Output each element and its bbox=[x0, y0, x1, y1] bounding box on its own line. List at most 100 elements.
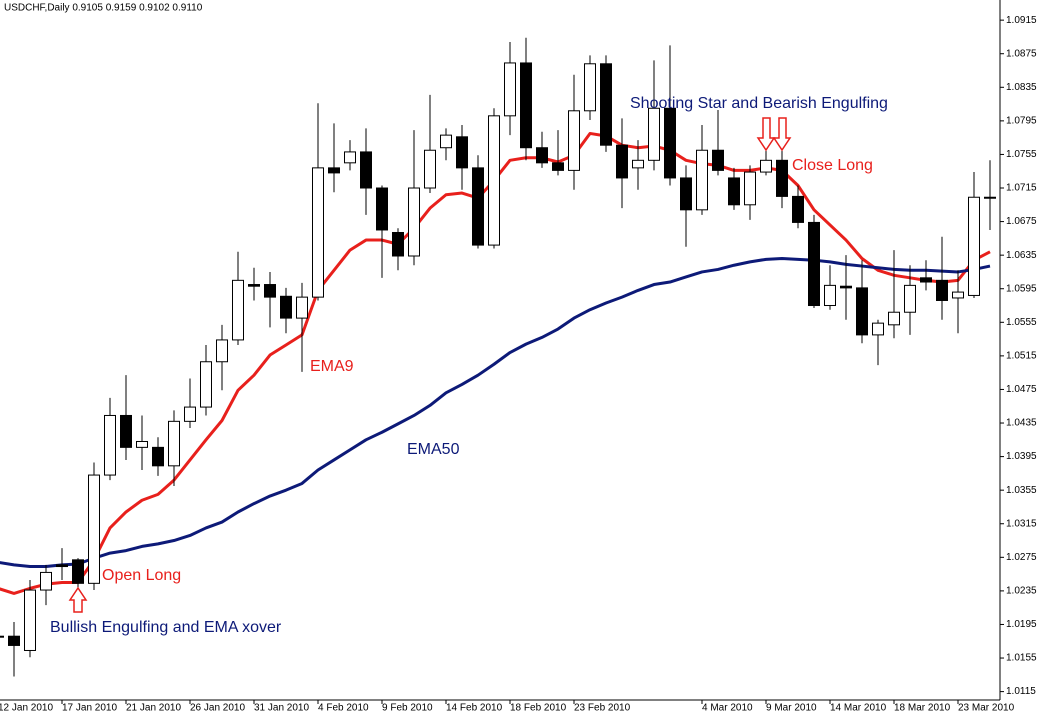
y-tick-label: 1.0235 bbox=[1006, 586, 1037, 597]
candle-body bbox=[184, 406, 196, 422]
candle-body bbox=[0, 635, 4, 638]
x-tick-label: 4 Feb 2010 bbox=[318, 703, 369, 714]
x-tick-label: 4 Mar 2010 bbox=[702, 703, 753, 714]
candle-body bbox=[904, 284, 916, 313]
y-tick-label: 1.0515 bbox=[1006, 351, 1037, 362]
x-tick-label: 23 Mar 2010 bbox=[958, 703, 1015, 714]
candle-body bbox=[72, 559, 84, 584]
candle-body bbox=[680, 177, 692, 211]
candle-body bbox=[632, 159, 644, 169]
candle-body bbox=[408, 187, 420, 257]
y-tick-label: 1.0435 bbox=[1006, 418, 1037, 429]
y-tick-label: 1.0715 bbox=[1006, 183, 1037, 194]
chart-title: USDCHF,Daily 0.9105 0.9159 0.9102 0.9110 bbox=[4, 3, 203, 14]
candle-body bbox=[136, 440, 148, 448]
annotation: Bullish Engulfing and EMA xover bbox=[50, 619, 282, 636]
candle-body bbox=[520, 62, 532, 149]
candle-body bbox=[536, 147, 548, 164]
candle-body bbox=[856, 287, 868, 336]
candle-body bbox=[376, 187, 388, 231]
y-tick-label: 1.0595 bbox=[1006, 283, 1037, 294]
line-label: EMA9 bbox=[310, 358, 354, 375]
y-tick-label: 1.0475 bbox=[1006, 384, 1037, 395]
annotation: Shooting Star and Bearish Engulfing bbox=[630, 95, 888, 112]
candle-body bbox=[840, 285, 852, 289]
y-tick-label: 1.0115 bbox=[1006, 686, 1036, 697]
candle-body bbox=[104, 414, 116, 476]
open-arrow bbox=[68, 586, 88, 613]
x-tick-label: 12 Jan 2010 bbox=[0, 703, 53, 714]
candle-body bbox=[888, 311, 900, 326]
candle-body bbox=[568, 110, 580, 171]
candle-body bbox=[424, 149, 436, 189]
candle-body bbox=[8, 635, 20, 646]
x-tick-label: 17 Jan 2010 bbox=[62, 703, 117, 714]
candle-body bbox=[744, 171, 756, 206]
annotation: Close Long bbox=[792, 157, 873, 174]
candle-body bbox=[264, 284, 276, 298]
candle-body bbox=[648, 107, 660, 161]
close-arrow bbox=[772, 117, 792, 152]
x-tick-label: 14 Feb 2010 bbox=[446, 703, 503, 714]
candle-body bbox=[280, 295, 292, 319]
candle-body bbox=[360, 151, 372, 189]
candle-body bbox=[152, 446, 164, 467]
y-tick-label: 1.0635 bbox=[1006, 250, 1037, 261]
y-tick-label: 1.0675 bbox=[1006, 216, 1037, 227]
candle-body bbox=[232, 279, 244, 341]
annotation: Open Long bbox=[102, 567, 181, 584]
candle-body bbox=[920, 277, 932, 283]
candle-body bbox=[440, 134, 452, 149]
candle-body bbox=[728, 177, 740, 206]
candle-body bbox=[584, 63, 596, 112]
candle-body bbox=[296, 296, 308, 319]
candle-body bbox=[808, 221, 820, 307]
y-tick-label: 1.0875 bbox=[1006, 48, 1037, 59]
candle-body bbox=[88, 474, 100, 584]
y-tick-label: 1.0355 bbox=[1006, 485, 1037, 496]
x-tick-label: 31 Jan 2010 bbox=[254, 703, 309, 714]
candle-body bbox=[216, 339, 228, 363]
candle-body bbox=[248, 284, 260, 287]
x-tick-label: 9 Mar 2010 bbox=[766, 703, 817, 714]
candle-body bbox=[24, 589, 36, 651]
y-tick-label: 1.0795 bbox=[1006, 116, 1037, 127]
x-tick-label: 14 Mar 2010 bbox=[830, 703, 887, 714]
candle-body bbox=[328, 167, 340, 174]
y-tick-label: 1.0195 bbox=[1006, 619, 1037, 630]
candle-body bbox=[168, 420, 180, 467]
candle-body bbox=[984, 196, 996, 199]
candle-body bbox=[824, 284, 836, 307]
candle-body bbox=[776, 159, 788, 197]
ema-line bbox=[0, 257, 991, 569]
candle-body bbox=[312, 167, 324, 298]
candle-body bbox=[456, 136, 468, 169]
candle-body bbox=[792, 195, 804, 223]
candle-body bbox=[936, 279, 948, 301]
x-tick-label: 18 Feb 2010 bbox=[510, 703, 567, 714]
candle-body bbox=[488, 115, 500, 246]
x-tick-label: 9 Feb 2010 bbox=[382, 703, 433, 714]
candle-body bbox=[344, 151, 356, 164]
y-tick-label: 1.0275 bbox=[1006, 552, 1037, 563]
y-tick-label: 1.0155 bbox=[1006, 653, 1037, 664]
x-tick-label: 21 Jan 2010 bbox=[126, 703, 181, 714]
candle-body bbox=[968, 196, 980, 296]
y-tick-label: 1.0315 bbox=[1006, 518, 1037, 529]
line-label: EMA50 bbox=[407, 441, 460, 458]
x-tick-label: 23 Feb 2010 bbox=[574, 703, 631, 714]
y-tick-label: 1.0915 bbox=[1006, 15, 1037, 26]
close-arrow bbox=[756, 117, 776, 152]
y-tick-label: 1.0835 bbox=[1006, 82, 1037, 93]
candle-body bbox=[664, 107, 676, 179]
plot-area bbox=[0, 37, 996, 677]
candle-body bbox=[200, 361, 212, 408]
candle-body bbox=[760, 159, 772, 173]
x-tick-label: 18 Mar 2010 bbox=[894, 703, 951, 714]
y-tick-label: 1.0555 bbox=[1006, 317, 1037, 328]
candle-body bbox=[392, 231, 404, 257]
candle-body bbox=[120, 414, 132, 448]
candle-body bbox=[40, 571, 52, 591]
candle-body bbox=[696, 149, 708, 211]
candle-body bbox=[472, 167, 484, 246]
